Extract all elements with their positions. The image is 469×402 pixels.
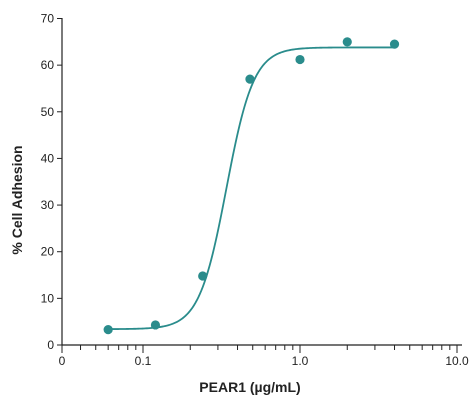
y-tick-label: 0	[47, 338, 54, 352]
x-axis: 0 0.1 1.0 10.0	[59, 344, 469, 368]
y-axis-title: % Cell Adhesion	[9, 145, 25, 254]
data-point	[103, 325, 113, 335]
x-tick-label: 0	[59, 354, 66, 368]
data-point	[295, 54, 305, 65]
y-tick-label: 30	[41, 198, 55, 212]
y-tick-label: 50	[41, 105, 55, 119]
x-tick-label: 1.0	[292, 354, 309, 368]
fit-curve-layer	[108, 46, 395, 330]
x-axis-title: PEAR1 (µg/mL)	[199, 379, 300, 395]
x-tick-label: 0.1	[135, 354, 152, 368]
y-tick-label: 10	[41, 291, 55, 305]
y-tick-label: 40	[41, 151, 55, 165]
fit-curve-line	[108, 46, 395, 330]
data-point	[389, 39, 400, 49]
data-point	[245, 74, 255, 84]
data-point	[150, 320, 161, 330]
data-point	[342, 37, 352, 47]
data-point	[198, 271, 208, 281]
y-axis: 0 10 20 30 40 50 60 70	[41, 12, 63, 352]
y-tick-label: 70	[41, 12, 55, 26]
y-tick-label: 60	[41, 58, 55, 72]
y-tick-label: 20	[41, 245, 55, 259]
data-points-layer	[103, 37, 400, 335]
x-tick-label: 10.0	[445, 354, 469, 368]
